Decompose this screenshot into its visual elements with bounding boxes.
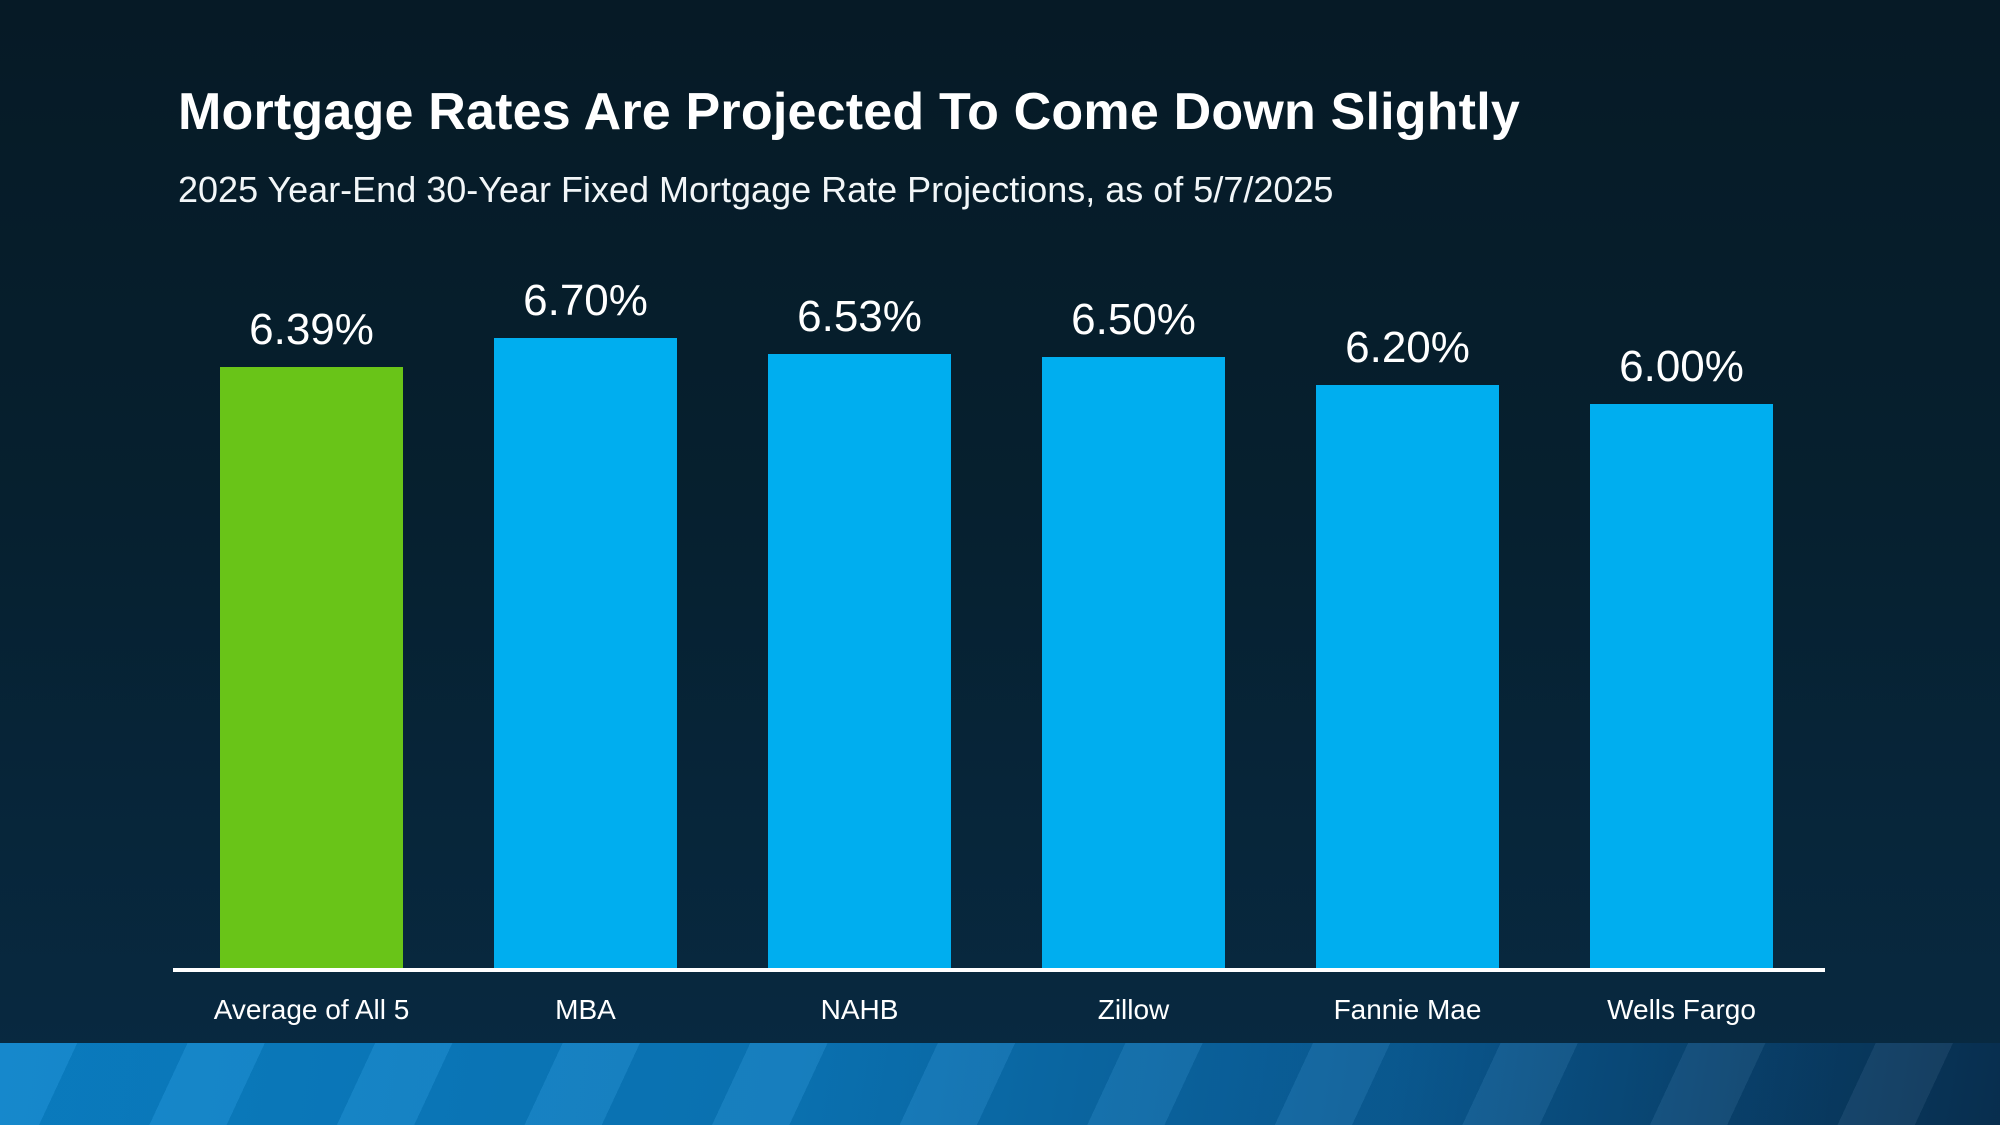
bar-category-label: Fannie Mae: [1333, 994, 1482, 1025]
bar-column: 6.00% Wells Fargo: [1590, 342, 1773, 1025]
bar-category-label: Zillow: [1097, 994, 1170, 1025]
bar-value-label: 6.70%: [523, 276, 648, 325]
bar-category-label: Wells Fargo: [1607, 994, 1756, 1025]
bar-value-label: 6.39%: [249, 305, 374, 354]
bar-chart: 6.39% Average of All 5 6.70% MBA 6.53% NAHB 6.…: [173, 0, 1825, 1125]
chart-subtitle: 2025 Year-End 30-Year Fixed Mortgage Rat…: [178, 168, 1334, 210]
bar-value-label: 6.53%: [797, 292, 922, 341]
x-axis-line: [173, 968, 1825, 972]
bar-category-label: Average of All 5: [213, 994, 410, 1025]
bar: [1042, 357, 1225, 968]
bar: [1316, 385, 1499, 968]
bar-value-label: 6.20%: [1345, 323, 1470, 372]
bar: [1590, 404, 1773, 968]
bar-column: 6.50% Zillow: [1042, 295, 1225, 1025]
bar-column: 6.39% Average of All 5: [214, 305, 410, 1025]
chart-title: Mortgage Rates Are Projected To Come Dow…: [178, 83, 1520, 141]
bar: [220, 367, 403, 968]
bar-column: 6.53% NAHB: [768, 292, 951, 1025]
chart-header: Mortgage Rates Are Projected To Come Dow…: [178, 83, 1520, 211]
bar-category-label: MBA: [555, 994, 616, 1025]
bar: [494, 338, 677, 968]
bar-column: 6.70% MBA: [494, 276, 677, 1025]
footer-band: [0, 1043, 2000, 1125]
bar: [768, 354, 951, 968]
bar-value-label: 6.00%: [1619, 342, 1744, 391]
bar-value-label: 6.50%: [1071, 295, 1196, 344]
bar-column: 6.20% Fannie Mae: [1316, 323, 1499, 1025]
bar-category-label: NAHB: [820, 994, 899, 1025]
